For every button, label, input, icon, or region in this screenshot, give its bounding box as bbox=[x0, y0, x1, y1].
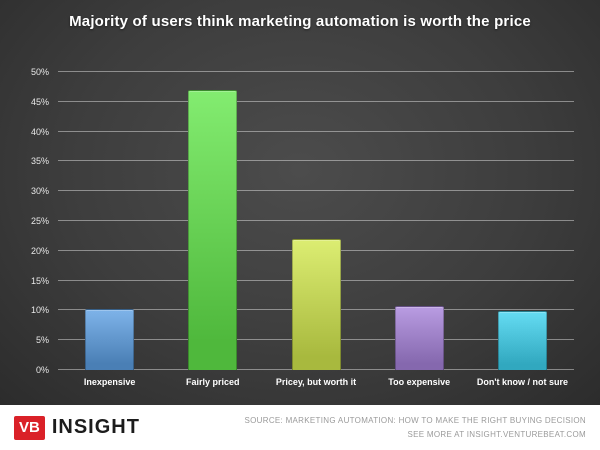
x-axis-labels: Inexpensive Fairly priced Pricey, but wort… bbox=[58, 377, 574, 387]
bar-too-expensive bbox=[394, 306, 444, 370]
x-label-too-expensive: Too expensive bbox=[388, 377, 451, 387]
gridline bbox=[58, 220, 574, 221]
y-tick-label: 35% bbox=[30, 156, 49, 167]
y-tick-label: 5% bbox=[35, 335, 49, 346]
chart-area: Majority of users think marketing automa… bbox=[0, 0, 600, 405]
bar-inexpensive bbox=[85, 308, 135, 370]
vb-insight-logo: VB INSIGHT bbox=[14, 415, 140, 440]
gridline bbox=[58, 190, 574, 192]
y-tick-label: 50% bbox=[30, 67, 49, 77]
vb-logo-mark: VB bbox=[14, 415, 45, 440]
source-line-2: SEE MORE AT INSIGHT.VENTUREBEAT.COM bbox=[407, 429, 586, 439]
y-tick-label: 15% bbox=[30, 275, 49, 286]
y-tick-label: 0% bbox=[35, 365, 49, 375]
bar-slot-pricey-but-worth-it bbox=[264, 72, 367, 370]
gridline bbox=[58, 130, 574, 132]
bar-slot-fairly-priced bbox=[161, 72, 264, 370]
insight-logo-text: INSIGHT bbox=[51, 416, 140, 438]
y-tick-label: 30% bbox=[30, 186, 49, 197]
bar-fairly-priced bbox=[188, 89, 238, 370]
y-tick-label: 25% bbox=[30, 216, 49, 226]
footer-bar: VB INSIGHT SOURCE: MARKETING AUTOMATION:… bbox=[0, 405, 600, 450]
plot-area: 0% 5% 10% 15% 20% 25% 30% 35% 40% 45% 50% bbox=[31, 67, 574, 375]
x-label-inexpensive: Inexpensive bbox=[83, 377, 136, 387]
bar-slot-inexpensive bbox=[58, 72, 161, 370]
y-tick-label: 20% bbox=[30, 245, 49, 256]
gridline bbox=[58, 100, 574, 102]
bar-don-t-know-not-sure bbox=[497, 311, 547, 370]
bar-slot-too-expensive bbox=[368, 72, 471, 370]
gridline bbox=[58, 160, 574, 162]
y-tick-label: 40% bbox=[30, 126, 49, 137]
x-label-pricey-but-worth-it: Pricey, but worth it bbox=[275, 377, 357, 387]
source-attribution: SOURCE: MARKETING AUTOMATION: HOW TO MAK… bbox=[245, 414, 586, 441]
bars-container bbox=[58, 72, 574, 370]
y-tick-label: 10% bbox=[30, 305, 49, 316]
x-label-don-t-know-not-sure: Don't know / not sure bbox=[476, 377, 568, 387]
y-tick-label: 45% bbox=[30, 96, 49, 107]
bar-pricey-but-worth-it bbox=[291, 238, 341, 370]
source-line-1: SOURCE: MARKETING AUTOMATION: HOW TO MAK… bbox=[244, 415, 586, 425]
x-label-fairly-priced: Fairly priced bbox=[186, 377, 240, 387]
gridline bbox=[58, 71, 574, 72]
chart-title: Majority of users think marketing automa… bbox=[69, 13, 531, 30]
bar-slot-don-t-know-not-sure bbox=[471, 72, 574, 370]
